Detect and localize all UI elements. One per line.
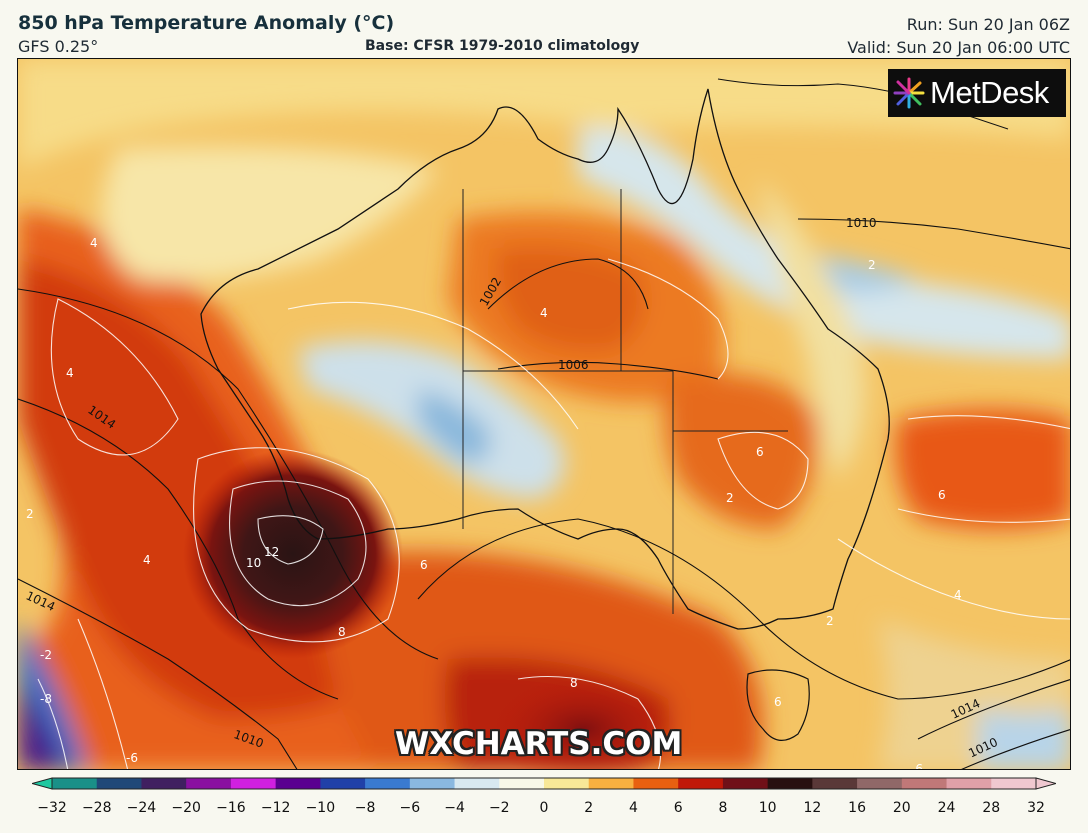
colorbar-tick-label: −32 bbox=[37, 800, 67, 816]
australia-coastline bbox=[200, 88, 890, 630]
colorbar-tick-label: −10 bbox=[306, 800, 336, 816]
colorbar-tick-label: 2 bbox=[584, 800, 593, 816]
colorbar-tick-label: 4 bbox=[629, 800, 638, 816]
colorbar-segment bbox=[633, 778, 679, 789]
metdesk-logo[interactable]: MetDesk bbox=[888, 69, 1066, 117]
colorbar-segment bbox=[320, 778, 366, 789]
anomaly-label: 8 bbox=[338, 625, 346, 639]
colorbar-segment bbox=[812, 778, 858, 789]
colorbar-segment bbox=[230, 778, 277, 789]
isobars bbox=[18, 218, 1070, 769]
colorbar-tick-label: 28 bbox=[982, 800, 1000, 816]
anomaly-label: -8 bbox=[40, 692, 52, 706]
colorbar-segment bbox=[767, 778, 813, 789]
colorbar-tick-label: 20 bbox=[893, 800, 911, 816]
colorbar-tick-label: 24 bbox=[938, 800, 956, 816]
anomaly-label: 6 bbox=[938, 488, 946, 502]
chart-title: 850 hPa Temperature Anomaly (°C) bbox=[18, 12, 395, 34]
anomaly-label: 4 bbox=[90, 236, 98, 250]
valid-time-label: Valid: Sun 20 Jan 06:00 UTC bbox=[847, 38, 1070, 57]
anomaly-label: 2 bbox=[826, 614, 834, 628]
colorbar-tick-label: −20 bbox=[171, 800, 201, 816]
anomaly-label: 6 bbox=[756, 445, 764, 459]
colorbar-segment bbox=[365, 778, 411, 789]
map-canvas: 1010 1006 1002 1014 1014 1010 1014 1010 … bbox=[18, 59, 1070, 770]
anomaly-label: 8 bbox=[570, 676, 578, 690]
colorbar-segments bbox=[32, 777, 1056, 790]
colorbar-tick-label: 6 bbox=[674, 800, 683, 816]
wxcharts-watermark: WXCHARTS.COM bbox=[395, 726, 683, 762]
anomaly-label: -2 bbox=[40, 648, 52, 662]
colorbar-tick-label: 0 bbox=[540, 800, 549, 816]
model-label: GFS 0.25° bbox=[18, 37, 99, 56]
anomaly-label: 6 bbox=[420, 558, 428, 572]
colorbar-segment bbox=[409, 778, 456, 789]
anomaly-label: 4 bbox=[954, 588, 962, 602]
hot-spot bbox=[183, 449, 403, 659]
colorbar-segment bbox=[901, 778, 948, 789]
anomaly-label: -6 bbox=[911, 762, 923, 770]
anomaly-label: 2 bbox=[26, 507, 34, 521]
colorbar-tick-label: 32 bbox=[1027, 800, 1045, 816]
colorbar-tick-label: −12 bbox=[261, 800, 291, 816]
colorbar-max-arrow bbox=[1035, 777, 1056, 790]
anomaly-label: -6 bbox=[126, 751, 138, 765]
colorbar-tick-label: 10 bbox=[759, 800, 777, 816]
run-time-label: Run: Sun 20 Jan 06Z bbox=[906, 15, 1070, 34]
colorbar-segment bbox=[678, 778, 724, 789]
colorbar-tick-label: −28 bbox=[82, 800, 112, 816]
anomaly-label: 10 bbox=[246, 556, 261, 570]
state-borders bbox=[462, 189, 788, 614]
metdesk-burst-icon bbox=[893, 77, 925, 109]
colorbar-segment bbox=[722, 778, 769, 789]
colorbar-tick-label: 8 bbox=[718, 800, 727, 816]
colorbar-segment bbox=[186, 778, 232, 789]
anomaly-label: 2 bbox=[868, 258, 876, 272]
colorbar-segment bbox=[946, 778, 992, 789]
colorbar-segment bbox=[857, 778, 903, 789]
colorbar-tick-labels: −32 −28 −24 −20 −16 −12 −10 −8 −6 −4 −2 0 2 4 6 8 10 12 16… bbox=[37, 800, 1045, 816]
anomaly-label: 12 bbox=[264, 545, 279, 559]
colorbar-segment bbox=[275, 778, 321, 789]
colorbar: −32 −28 −24 −20 −16 −12 −10 −8 −6 −4 −2 0 2 4 6 8 10 12 16… bbox=[32, 777, 1056, 816]
colorbar-tick-label: −8 bbox=[355, 800, 376, 816]
anomaly-label: 4 bbox=[143, 553, 151, 567]
colorbar-min-arrow bbox=[32, 777, 53, 790]
colorbar-segment bbox=[52, 778, 98, 789]
colorbar-segment bbox=[141, 778, 187, 789]
anomaly-labels: 12 10 8 6 8 6 6 4 4 4 4 4 2 2 2 2 -2 -6 … bbox=[26, 236, 962, 770]
colorbar-segment bbox=[991, 778, 1037, 789]
colorbar-outline bbox=[51, 777, 1037, 790]
base-climatology-label: Base: CFSR 1979-2010 climatology bbox=[365, 38, 640, 54]
southern-hot-spot bbox=[488, 674, 678, 769]
anomaly-label: 6 bbox=[774, 695, 782, 709]
tasmania-coastline bbox=[746, 669, 810, 741]
colorbar-tick-label: 12 bbox=[803, 800, 821, 816]
colorbar-segment bbox=[96, 778, 142, 789]
isobar-label: 1006 bbox=[558, 358, 589, 372]
colorbar-segment bbox=[454, 778, 500, 789]
isobar-label: 1010 bbox=[846, 216, 877, 230]
anomaly-contours bbox=[37, 258, 1070, 769]
colorbar-tick-label: −24 bbox=[127, 800, 157, 816]
colorbar-segment bbox=[544, 778, 590, 789]
anomaly-label: 2 bbox=[726, 491, 734, 505]
colorbar-segment bbox=[588, 778, 634, 789]
metdesk-logo-text: MetDesk bbox=[930, 75, 1049, 110]
colorbar-tick-label: −4 bbox=[444, 800, 465, 816]
colorbar-tick-label: −16 bbox=[216, 800, 246, 816]
colorbar-segment bbox=[499, 778, 545, 789]
anomaly-map: 1010 1006 1002 1014 1014 1010 1014 1010 … bbox=[17, 58, 1071, 770]
colorbar-tick-label: −2 bbox=[489, 800, 510, 816]
anomaly-label: 4 bbox=[540, 306, 548, 320]
colorbar-tick-label: −6 bbox=[399, 800, 420, 816]
colorbar-tick-label: 16 bbox=[848, 800, 866, 816]
anomaly-label: 4 bbox=[66, 366, 74, 380]
